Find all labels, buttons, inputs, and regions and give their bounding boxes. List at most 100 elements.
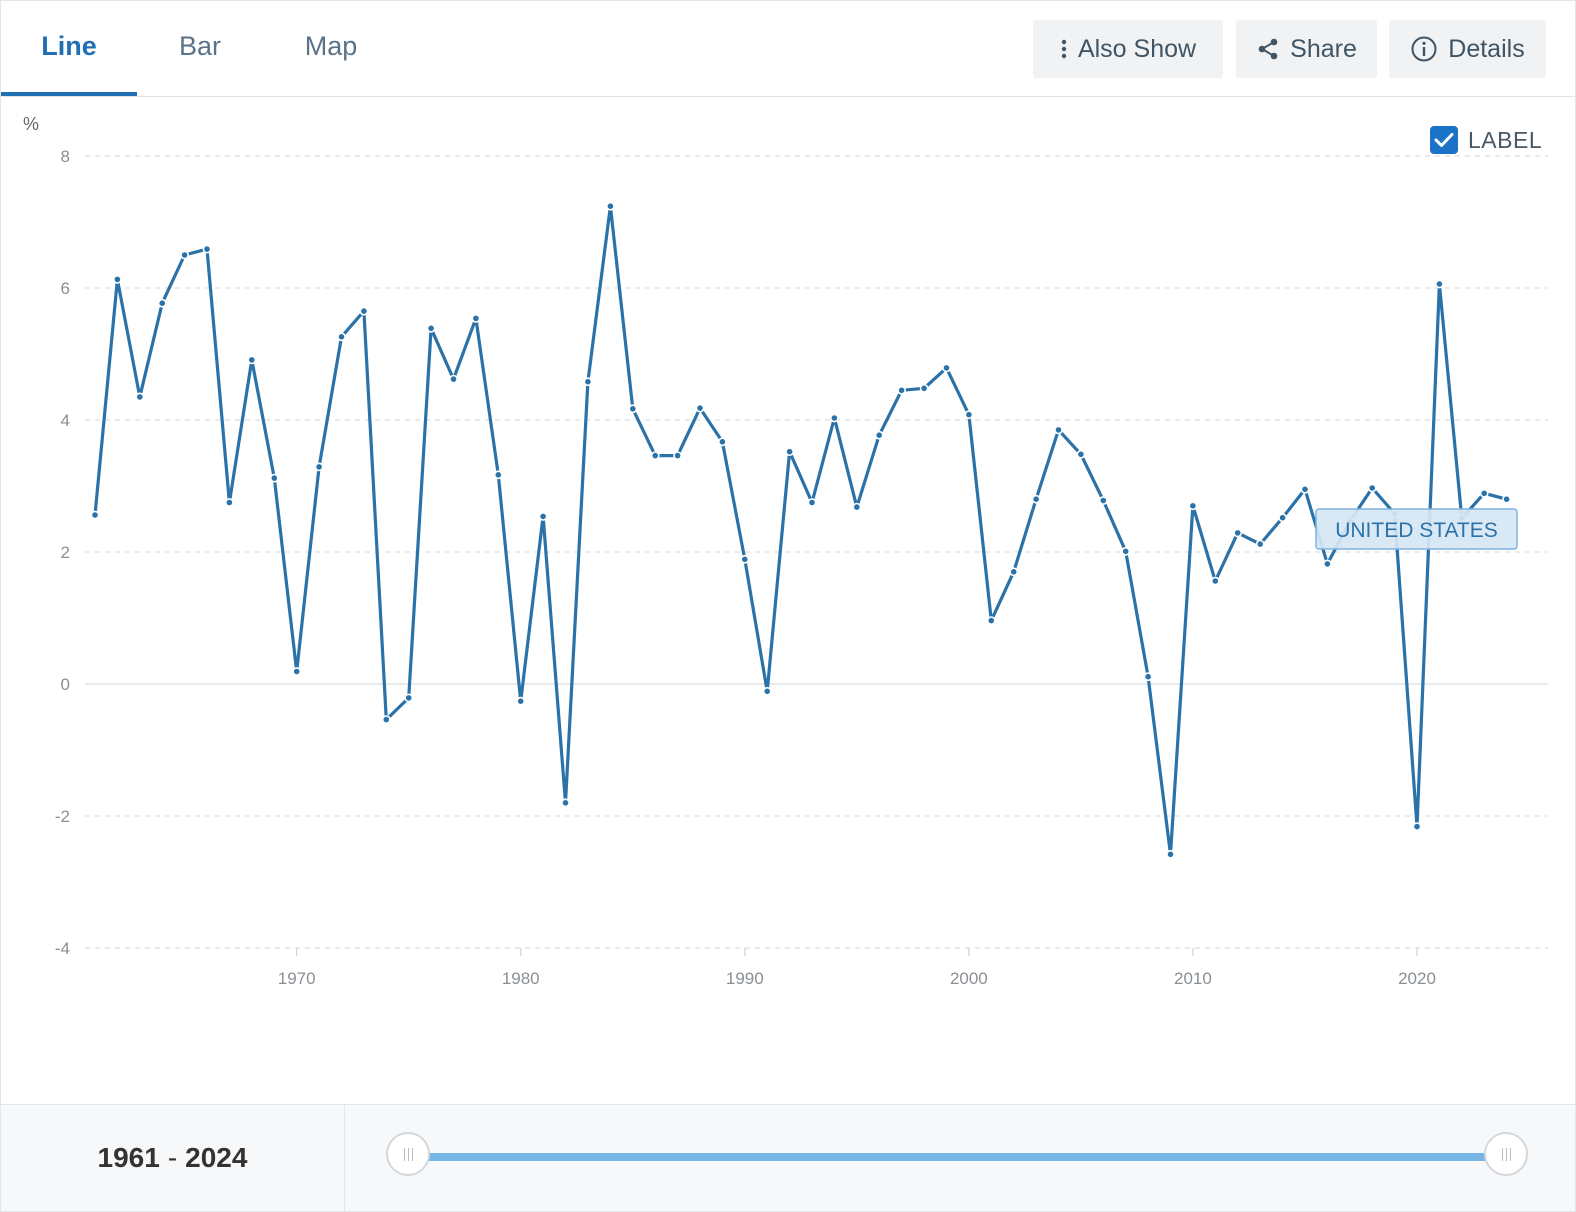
data-point[interactable] <box>1031 494 1041 504</box>
data-point[interactable] <box>986 616 996 625</box>
data-point[interactable] <box>337 332 346 342</box>
also-show-label: Also Show <box>1077 34 1197 63</box>
range-separator: - <box>167 1142 178 1173</box>
data-point[interactable] <box>807 498 817 507</box>
data-point[interactable] <box>1300 484 1310 494</box>
top-toolbar: Line Bar Map Also Show Share Details <box>1 1 1575 97</box>
tab-line[interactable]: Line <box>1 1 137 96</box>
gridlines <box>85 155 1548 949</box>
data-point[interactable] <box>718 437 727 447</box>
data-point[interactable] <box>426 323 436 333</box>
data-point[interactable] <box>381 715 391 724</box>
share-button[interactable]: Share <box>1236 20 1377 78</box>
series-united-states[interactable] <box>90 201 1511 859</box>
data-point[interactable] <box>673 451 682 460</box>
data-point[interactable] <box>830 413 839 423</box>
data-point[interactable] <box>314 462 324 472</box>
share-icon <box>1258 38 1278 60</box>
data-point[interactable] <box>135 392 145 402</box>
data-point[interactable] <box>740 554 750 564</box>
data-point[interactable] <box>583 377 593 387</box>
x-tick-label: 2000 <box>950 969 988 988</box>
data-point[interactable] <box>919 383 929 393</box>
tab-map[interactable]: Map <box>276 1 386 96</box>
data-point[interactable] <box>538 512 548 521</box>
y-axis-unit: % <box>23 114 40 134</box>
data-point[interactable] <box>247 355 257 365</box>
label-checkbox[interactable] <box>1430 126 1458 154</box>
x-tick-label: 1970 <box>278 969 316 988</box>
grip-icon <box>1501 1147 1511 1161</box>
tab-bar[interactable]: Bar <box>146 1 254 96</box>
data-point[interactable] <box>695 403 705 413</box>
data-point[interactable] <box>157 298 167 308</box>
data-point[interactable] <box>1412 822 1422 831</box>
data-point[interactable] <box>1009 567 1019 577</box>
data-point[interactable] <box>650 451 660 460</box>
vertical-dots-icon <box>1061 39 1067 59</box>
x-tick-label: 1980 <box>502 969 540 988</box>
y-tick-label: -4 <box>55 939 70 958</box>
data-point[interactable] <box>606 201 615 211</box>
also-show-button[interactable]: Also Show <box>1033 20 1223 78</box>
data-point[interactable] <box>1121 546 1131 556</box>
tab-map-label: Map <box>304 31 358 61</box>
x-axis-ticks: 1970 1980 1990 2000 2010 2020 <box>278 948 1436 988</box>
data-point[interactable] <box>516 696 526 706</box>
data-point[interactable] <box>180 250 189 260</box>
x-tick-label: 2020 <box>1398 969 1436 988</box>
data-point[interactable] <box>202 244 212 254</box>
data-point[interactable] <box>404 693 414 703</box>
data-point[interactable] <box>1076 449 1086 459</box>
data-point[interactable] <box>1502 494 1511 504</box>
label-toggle[interactable]: LABEL <box>1430 125 1542 155</box>
data-point[interactable] <box>224 498 234 507</box>
data-point[interactable] <box>785 447 794 457</box>
data-point[interactable] <box>852 502 862 512</box>
series-label: UNITED STATES <box>1315 508 1518 550</box>
data-point[interactable] <box>1278 513 1287 523</box>
data-point[interactable] <box>493 470 503 480</box>
data-point[interactable] <box>1210 576 1220 586</box>
details-button[interactable]: Details <box>1389 20 1546 78</box>
line-chart: 8 6 4 2 0 -2 -4 1970 1980 1990 2000 2010 2020 UNITE… <box>55 147 1548 988</box>
data-point[interactable] <box>1098 496 1108 505</box>
data-point[interactable] <box>628 404 638 414</box>
share-label: Share <box>1290 34 1357 63</box>
data-point[interactable] <box>269 473 279 483</box>
data-point[interactable] <box>1054 425 1063 435</box>
data-point[interactable] <box>942 363 951 373</box>
range-end-year: 2024 <box>185 1142 248 1173</box>
data-point[interactable] <box>1367 483 1377 493</box>
data-point[interactable] <box>359 306 369 316</box>
data-point[interactable] <box>90 510 100 520</box>
range-slider-start-handle[interactable] <box>386 1132 430 1176</box>
data-point[interactable] <box>471 313 481 323</box>
data-point[interactable] <box>1435 279 1444 289</box>
data-point[interactable] <box>1188 501 1198 511</box>
data-point[interactable] <box>1255 539 1265 549</box>
data-point[interactable] <box>1143 672 1153 682</box>
y-tick-label: -2 <box>55 807 70 826</box>
data-point[interactable] <box>1323 559 1332 569</box>
data-point[interactable] <box>561 798 570 808</box>
data-point[interactable] <box>964 410 974 420</box>
range-slider-track[interactable] <box>409 1153 1507 1161</box>
y-tick-label: 8 <box>61 147 70 166</box>
info-icon <box>1411 36 1437 62</box>
series-line[interactable] <box>93 204 1508 856</box>
range-slider-end-handle[interactable] <box>1484 1132 1528 1176</box>
data-point[interactable] <box>1233 528 1243 538</box>
data-point[interactable] <box>897 385 906 395</box>
data-point[interactable] <box>1166 849 1175 859</box>
data-point[interactable] <box>1479 488 1489 498</box>
data-point[interactable] <box>762 686 772 696</box>
tab-line-label: Line <box>41 31 97 61</box>
y-axis-ticks: 8 6 4 2 0 -2 -4 <box>55 147 70 958</box>
data-point[interactable] <box>874 430 884 440</box>
data-point[interactable] <box>449 374 458 384</box>
data-point[interactable] <box>292 667 302 676</box>
data-point[interactable] <box>113 274 122 284</box>
y-tick-label: 4 <box>61 411 70 430</box>
y-tick-label: 6 <box>61 279 70 298</box>
